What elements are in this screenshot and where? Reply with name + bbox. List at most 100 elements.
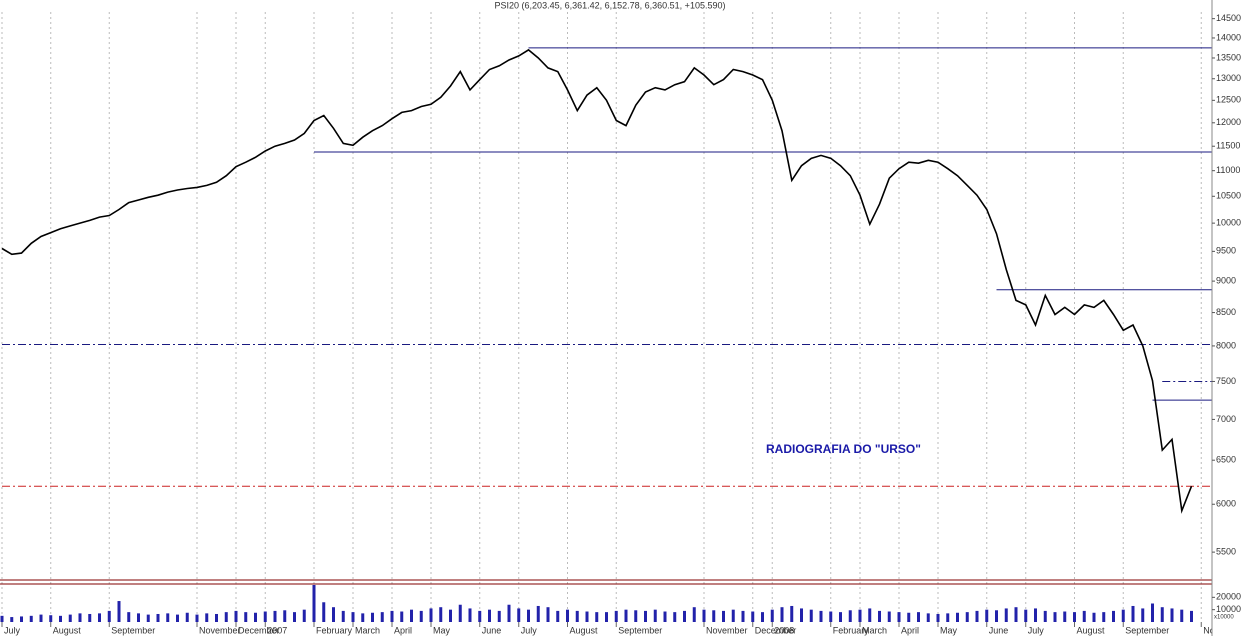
- volume-bar: [605, 612, 608, 622]
- volume-bar: [975, 610, 979, 622]
- x-tick-label: May: [433, 625, 451, 635]
- volume-bar: [868, 608, 872, 622]
- volume-bar: [517, 608, 521, 622]
- volume-bar: [107, 610, 111, 622]
- volume-bar: [585, 611, 589, 622]
- y-tick-label: 20000: [1216, 592, 1241, 602]
- volume-bar: [575, 610, 579, 622]
- x-tick-label: November: [199, 625, 241, 635]
- volume-bar: [293, 612, 296, 622]
- y-tick-label: 5500: [1216, 547, 1236, 557]
- volume-bar: [215, 613, 218, 622]
- annotation: RADIOGRAFIA DO "URSO": [766, 442, 921, 456]
- volume-bar: [702, 609, 706, 622]
- volume-bar: [800, 608, 803, 622]
- volume-bar: [653, 609, 657, 622]
- y-tick-label: 13500: [1216, 52, 1241, 62]
- volume-bar: [20, 616, 23, 622]
- volume-bar: [263, 611, 267, 622]
- volume-bar: [770, 609, 774, 622]
- volume-bar: [254, 612, 257, 622]
- volume-bar: [458, 604, 462, 622]
- volume-bar: [205, 613, 209, 622]
- volume-bar: [449, 609, 452, 622]
- x-tick-label: December: [755, 625, 797, 635]
- volume-bar: [536, 605, 540, 622]
- volume-bar: [985, 609, 989, 622]
- volume-bar: [273, 610, 277, 622]
- volume-bar: [741, 610, 745, 622]
- volume-bar: [146, 614, 150, 622]
- volume-bar: [439, 607, 443, 622]
- volume-bar: [624, 609, 628, 622]
- volume-bar: [1190, 610, 1193, 622]
- volume-bar: [390, 610, 394, 622]
- y-tick-label: 12500: [1216, 95, 1241, 105]
- x-tick-label: February: [316, 625, 353, 635]
- volume-bar: [127, 612, 131, 622]
- volume-bar: [556, 610, 560, 622]
- volume-bar: [692, 607, 696, 622]
- axis-panel: [1212, 0, 1250, 636]
- volume-bar: [858, 609, 862, 622]
- y-tick-label: 11000: [1216, 165, 1240, 175]
- x-tick-label: March: [355, 625, 380, 635]
- volume-bar: [1160, 607, 1164, 622]
- x-tick-label: February: [833, 625, 870, 635]
- x-tick-label: November: [706, 625, 748, 635]
- volume-bar: [176, 614, 179, 622]
- x-tick-label: August: [1077, 625, 1106, 635]
- x-tick-label: April: [901, 625, 919, 635]
- volume-bar: [0, 615, 4, 622]
- volume-bar: [790, 605, 794, 622]
- y-tick-label: 12000: [1216, 117, 1241, 127]
- x-tick-label: May: [940, 625, 958, 635]
- x-tick-label: August: [53, 625, 82, 635]
- volume-bar: [1121, 609, 1125, 622]
- x-tick-label: July: [521, 625, 538, 635]
- volume-bar: [926, 613, 930, 622]
- y-tick-label: 10000: [1216, 604, 1241, 614]
- y-tick-label: 14000: [1216, 32, 1241, 42]
- volume-bar: [946, 613, 950, 622]
- volume-bar: [878, 610, 881, 622]
- volume-bar: [1043, 610, 1047, 622]
- x-tick-label: 2007: [267, 625, 287, 635]
- volume-bar: [809, 609, 813, 622]
- volume-bar: [283, 610, 287, 622]
- volume-bar: [224, 612, 228, 622]
- volume-bar: [1131, 605, 1135, 622]
- volume-bar: [419, 610, 423, 622]
- volume-bar: [956, 612, 959, 622]
- x-tick-label: June: [482, 625, 502, 635]
- volume-bar: [351, 612, 355, 622]
- volume-bar: [185, 612, 189, 622]
- volume-bar: [400, 611, 404, 622]
- y-tick-label: 7500: [1216, 376, 1236, 386]
- volume-bar: [117, 601, 121, 622]
- volume-bar: [39, 614, 43, 622]
- volume-bar: [1053, 612, 1057, 622]
- x-tick-label: September: [618, 625, 662, 635]
- volume-bar: [371, 612, 374, 622]
- volume-bar: [848, 610, 852, 622]
- x-tick-label: August: [570, 625, 599, 635]
- volume-bar: [49, 615, 53, 622]
- volume-bar: [595, 612, 599, 622]
- volume-bar: [234, 610, 238, 622]
- volume-bar: [897, 612, 901, 622]
- volume-bar: [1034, 608, 1037, 622]
- x-tick-label: 2008: [774, 625, 794, 635]
- volume-bar: [1151, 603, 1154, 622]
- volume-bar: [322, 602, 326, 622]
- volume-bar: [1073, 612, 1076, 622]
- y-tick-label: 10500: [1216, 191, 1241, 201]
- price-line: [1, 48, 1193, 514]
- chart-title: PSI20 (6,203.45, 6,361.42, 6,152.78, 6,3…: [495, 0, 726, 10]
- volume-bar: [429, 608, 433, 622]
- volume-bar: [166, 613, 170, 622]
- volume-bar: [507, 604, 511, 622]
- volume-bar: [634, 610, 638, 622]
- y-tick-label: 6500: [1216, 455, 1236, 465]
